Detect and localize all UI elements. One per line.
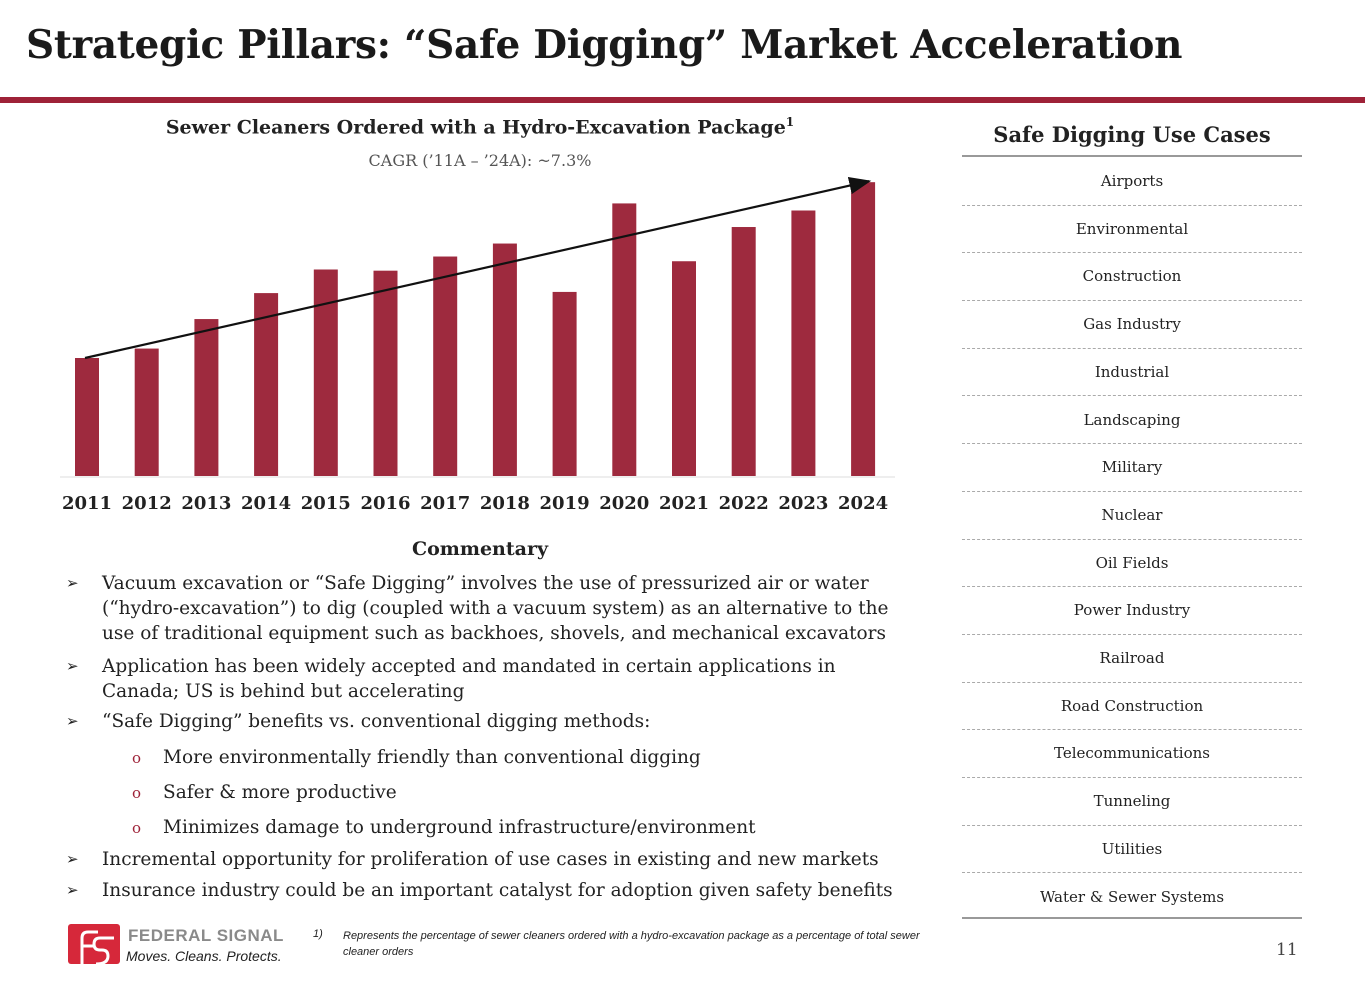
bar-2021 (672, 261, 696, 476)
x-tick-label: 2023 (778, 493, 828, 514)
title-divider (0, 97, 1365, 103)
arrow-bullet-icon: ➢ (66, 850, 79, 868)
bar-2015 (313, 269, 338, 476)
bullet-text: “Safe Digging” benefits vs. conventional… (102, 711, 651, 732)
bar-2013 (194, 319, 219, 476)
x-tick-label: 2018 (480, 493, 530, 514)
bullet: ➢ Insurance industry could be an importan… (66, 878, 906, 903)
bar-2023 (791, 210, 816, 476)
chart-footnote-marker: 1 (785, 115, 795, 129)
sub-bullet: o Minimizes damage to underground infrast… (132, 817, 756, 838)
chart-subtitle: CAGR (’11A – ’24A): ~7.3% (368, 151, 592, 170)
trend-arrow (84, 176, 872, 360)
bar-2022 (731, 227, 756, 476)
x-tick-label: 2011 (62, 493, 112, 514)
bar-chart: 2011 2012 2013 2014 2015 2016 2017 2018 2019 2020… (60, 176, 895, 514)
bar-2024 (851, 182, 876, 476)
use-cases-bottom-rule (962, 917, 1302, 919)
arrow-bullet-icon: ➢ (66, 657, 79, 675)
use-case-item: Nuclear (962, 492, 1302, 540)
chart-title-text: Sewer Cleaners Ordered with a Hydro-Exca… (165, 116, 786, 139)
use-case-item: Railroad (962, 635, 1302, 683)
arrow-bullet-icon: ➢ (66, 881, 79, 899)
circle-bullet-icon: o (132, 749, 142, 767)
use-case-item: Road Construction (962, 683, 1302, 731)
bar-2019 (552, 291, 577, 476)
use-case-item: Construction (962, 253, 1302, 302)
bullet: ➢ Application has been widely accepted an… (66, 654, 906, 704)
sub-bullet-text: More environmentally friendly than conve… (163, 747, 701, 768)
x-tick-label: 2013 (181, 493, 231, 514)
circle-bullet-icon: o (132, 819, 142, 837)
sub-bullet: o Safer & more productive (132, 782, 397, 803)
use-case-item: Water & Sewer Systems (1039, 887, 1225, 906)
bullet-text: Insurance industry could be an important… (102, 880, 893, 901)
x-tick-label: 2014 (241, 493, 291, 514)
use-case-item: Tunneling (962, 778, 1302, 826)
x-tick-label: 2021 (659, 493, 709, 514)
slide-title: Strategic Pillars: “Safe Digging” Market… (26, 22, 1183, 68)
x-tick-label: 2015 (301, 493, 351, 514)
bar-2020 (612, 203, 637, 477)
x-tick-label: 2024 (838, 493, 888, 514)
bar-2014 (254, 293, 279, 476)
bullet: ➢ Incremental opportunity for proliferati… (66, 847, 906, 872)
use-cases-heading: Safe Digging Use Cases (993, 122, 1271, 147)
use-case-item: Gas Industry (962, 301, 1302, 349)
use-case-item: Landscaping (962, 397, 1302, 445)
bar-2011 (75, 358, 99, 476)
x-tick-label: 2020 (599, 493, 649, 514)
bullet: ➢ “Safe Digging” benefits vs. conventiona… (66, 709, 906, 734)
bar-2017 (433, 256, 458, 476)
bullet-text: Incremental opportunity for proliferatio… (102, 849, 879, 870)
circle-bullet-icon: o (132, 784, 142, 802)
bar-2012 (134, 348, 159, 476)
bullet-text: Application has been widely accepted and… (102, 656, 836, 702)
federal-signal-logo-icon (68, 924, 120, 966)
x-tick-label: 2022 (719, 493, 769, 514)
bullet-text: Vacuum excavation or “Safe Digging” invo… (102, 573, 889, 644)
sub-bullet-text: Safer & more productive (163, 782, 397, 803)
chart-title: Sewer Cleaners Ordered with a Hydro-Exca… (60, 115, 900, 138)
use-cases-top-rule (962, 155, 1302, 157)
use-case-item: Power Industry (962, 587, 1302, 635)
bullet: ➢ Vacuum excavation or “Safe Digging” inv… (66, 571, 906, 646)
use-case-item: Industrial (962, 349, 1302, 397)
brand-name: FEDERAL SIGNAL (128, 926, 284, 945)
use-case-item: Military (962, 444, 1302, 492)
use-case-item: Telecommunications (962, 730, 1302, 779)
commentary-heading: Commentary (411, 538, 549, 560)
x-tick-label: 2017 (420, 493, 470, 514)
arrow-bullet-icon: ➢ (66, 712, 79, 730)
use-case-item: Environmental (962, 206, 1302, 254)
use-case-item: Airports (962, 158, 1302, 206)
x-tick-label: 2019 (540, 493, 590, 514)
use-case-item: Oil Fields (962, 540, 1302, 588)
sub-bullet-text: Minimizes damage to underground infrastr… (163, 817, 756, 838)
bar-2016 (373, 270, 398, 476)
bar-2018 (492, 243, 517, 476)
brand-tagline: Moves. Cleans. Protects. (126, 948, 282, 964)
footnote-text: Represents the percentage of sewer clean… (343, 930, 920, 958)
x-tick-label: 2012 (122, 493, 172, 514)
page-number: 11 (1276, 940, 1298, 960)
sub-bullet: o More environmentally friendly than conv… (132, 747, 701, 768)
x-tick-label: 2016 (360, 493, 410, 514)
footnote-number: 1) (313, 928, 323, 940)
arrow-bullet-icon: ➢ (66, 574, 79, 592)
use-case-item: Utilities (962, 826, 1302, 874)
